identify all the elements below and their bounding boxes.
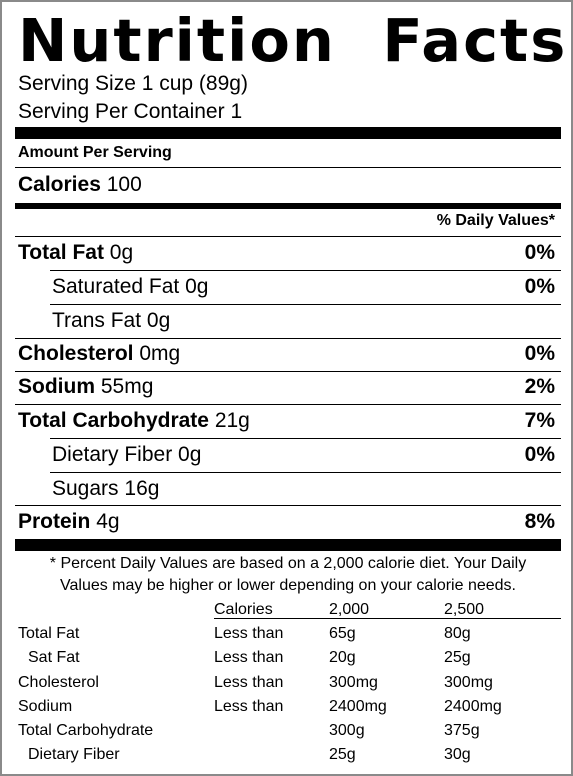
divider [15, 236, 561, 237]
divider [50, 304, 561, 305]
nutrient-percent: 2% [524, 375, 555, 398]
nutrient-row-sodium: Sodium 55mg 2% [18, 372, 555, 402]
ref-cell: 65g [329, 625, 356, 642]
thick-divider-top [15, 127, 561, 139]
divider [50, 438, 561, 439]
nutrient-label: Total Fat [18, 241, 104, 264]
divider [15, 371, 561, 372]
divider [15, 167, 561, 168]
nutrient-percent: 0% [524, 443, 555, 466]
ref-cell: Less than [214, 674, 284, 691]
divider [50, 270, 561, 271]
nutrient-label: Total Carbohydrate [18, 409, 209, 432]
ref-cell: 30g [444, 746, 471, 763]
nutrient-percent: 0% [524, 241, 555, 264]
ref-cell: Sodium [18, 698, 73, 715]
nutrient-row-saturated-fat: Saturated Fat 0g 0% [52, 272, 555, 302]
nutrient-amount: 0g [109, 241, 134, 264]
nutrient-amount: 0g [146, 309, 171, 332]
nutrient-label: Sugars [52, 477, 119, 500]
nutrient-row-protein: Protein 4g 8% [18, 507, 555, 537]
nutrient-label: Dietary Fiber [52, 443, 173, 466]
ref-cell: 300mg [444, 674, 493, 691]
nutrient-row-dietary-fiber: Dietary Fiber 0g 0% [52, 440, 555, 470]
calories-row: Calories 100 [18, 170, 555, 200]
medium-divider [15, 203, 561, 209]
nutrient-label: Sodium [18, 375, 95, 398]
ref-cell: 2400mg [444, 698, 502, 715]
nutrient-amount: 0g [178, 443, 202, 466]
nutrient-percent: 8% [524, 510, 555, 533]
ref-cell: 25g [329, 746, 356, 763]
serving-size: Serving Size 1 cup (89g) [18, 72, 248, 95]
divider [15, 505, 561, 506]
nutrient-percent: 0% [524, 342, 555, 365]
ref-cell: 20g [329, 649, 356, 666]
calories-value: 100 [106, 173, 142, 196]
nutrient-amount: 0mg [139, 342, 181, 365]
nutrient-amount: 4g [96, 510, 120, 533]
ref-cell: 300g [329, 722, 365, 739]
divider [15, 338, 561, 339]
footnote-line-1: * Percent Daily Values are based on a 2,… [49, 555, 527, 572]
ref-cell: Cholesterol [18, 674, 99, 691]
nutrient-percent: 0% [524, 275, 555, 298]
ref-cell: Total Carbohydrate [18, 722, 154, 739]
ref-header-calories: Calories [214, 601, 273, 618]
ref-cell: 25g [444, 649, 471, 666]
divider [15, 404, 561, 405]
nutrient-label: Cholesterol [18, 342, 134, 365]
nutrient-row-sugars: Sugars 16g [52, 474, 555, 504]
divider [50, 472, 561, 473]
ref-cell: Less than [214, 698, 284, 715]
amount-per-serving: Amount Per Serving [18, 144, 172, 161]
nutrient-amount: 0g [185, 275, 209, 298]
nutrient-amount: 16g [124, 477, 160, 500]
calories-label: Calories [18, 173, 101, 196]
nutrient-row-trans-fat: Trans Fat 0g [52, 306, 555, 336]
nutrient-amount: 55mg [100, 375, 154, 398]
ref-header-2000: 2,000 [329, 601, 370, 618]
ref-cell: Total Fat [18, 625, 80, 642]
ref-cell: Less than [214, 625, 284, 642]
nutrient-label: Trans Fat [52, 309, 142, 332]
thick-divider-bottom [15, 539, 561, 551]
daily-values-header: % Daily Values* [436, 212, 555, 229]
nutrient-row-total-carbohydrate: Total Carbohydrate 21g 7% [18, 406, 555, 436]
nutrient-row-total-fat: Total Fat 0g 0% [18, 238, 555, 268]
ref-cell: Dietary Fiber [28, 746, 120, 763]
ref-header-2500: 2,500 [444, 601, 485, 618]
ref-cell: 80g [444, 625, 471, 642]
footnote-line-2: Values may be higher or lower depending … [60, 577, 516, 594]
ref-cell: 300mg [329, 674, 378, 691]
ref-cell: 375g [444, 722, 480, 739]
label-title: Nutrition Facts [18, 6, 568, 75]
nutrient-percent: 7% [524, 409, 555, 432]
nutrient-label: Protein [18, 510, 91, 533]
nutrient-amount: 21g [214, 409, 250, 432]
servings-per-container: Serving Per Container 1 [18, 100, 243, 123]
ref-cell: 2400mg [329, 698, 387, 715]
nutrient-row-cholesterol: Cholesterol 0mg 0% [18, 339, 555, 369]
divider [214, 618, 561, 619]
ref-cell: Sat Fat [28, 649, 80, 666]
nutrient-label: Saturated Fat [52, 275, 180, 298]
ref-cell: Less than [214, 649, 284, 666]
